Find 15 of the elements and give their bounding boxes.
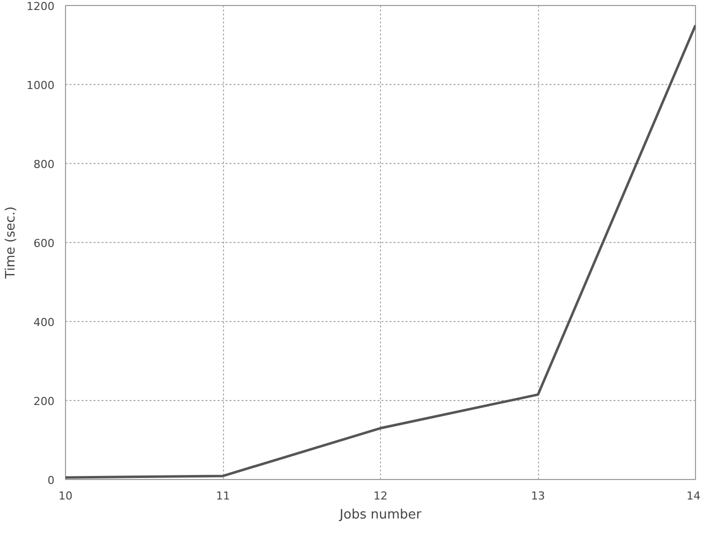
y-tick-label: 0 xyxy=(48,474,54,487)
y-tick-label: 600 xyxy=(34,237,55,250)
x-tick-label: 12 xyxy=(374,490,388,502)
y-tick-label: 400 xyxy=(34,316,55,329)
x-axis-title: Jobs number xyxy=(338,508,422,522)
y-tick-label: 200 xyxy=(34,395,55,408)
y-tick-label: 1200 xyxy=(26,0,55,13)
line-series xyxy=(66,24,696,479)
x-tick-label: 13 xyxy=(531,490,545,502)
x-tick-label: 14 xyxy=(686,490,701,502)
y-tick-label: 800 xyxy=(34,158,55,171)
y-tick-label: 1000 xyxy=(26,79,55,92)
y-axis-title: Time (sec.) xyxy=(4,206,19,280)
x-tick-label: 10 xyxy=(58,490,72,502)
x-tick-label: 11 xyxy=(216,490,230,502)
